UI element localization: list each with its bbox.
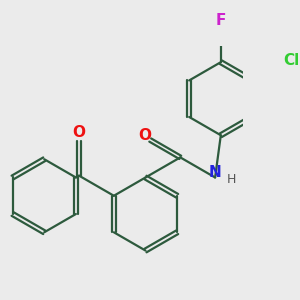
Text: Cl: Cl: [284, 53, 300, 68]
Text: O: O: [73, 125, 85, 140]
Text: F: F: [216, 13, 226, 28]
Text: N: N: [209, 165, 221, 180]
Text: O: O: [138, 128, 151, 143]
Text: H: H: [226, 173, 236, 186]
